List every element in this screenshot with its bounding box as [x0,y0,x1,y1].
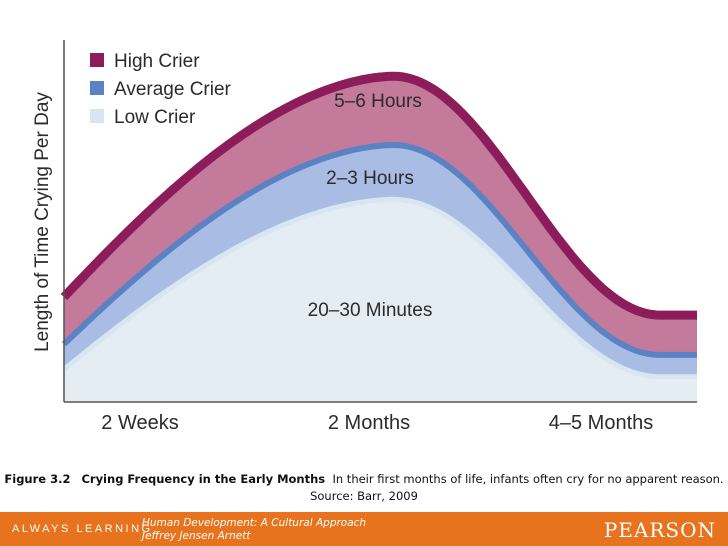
edge-high-crier [60,71,697,320]
book-title: Human Development: A Cultural Approach [142,517,367,529]
legend-swatch-high-crier [90,53,104,67]
legend-swatch-low-crier [90,109,104,123]
caption-title: Crying Frequency in the Early Months [81,472,326,486]
book-credit: Human Development: A Cultural Approach J… [142,517,366,543]
x-tick-label: 4–5 Months [549,412,654,434]
band-low-crier [64,199,697,402]
annotation-2: 2–3 Hours [326,168,414,189]
legend-label-average-crier: Average Crier [114,79,232,100]
annotation-3: 20–30 Minutes [308,300,433,321]
always-learning-tagline: ALWAYS LEARNING [12,523,153,535]
y-axis-label: Length of Time Crying Per Day [32,92,53,352]
pearson-logo: PEARSON [603,518,716,542]
x-tick-label: 2 Weeks [101,412,178,434]
edge-low-crier [62,196,697,380]
legend-label-high-crier: High Crier [114,51,200,72]
book-author: Jeffrey Jensen Arnett [142,530,251,542]
legend-swatch-average-crier [90,81,104,95]
caption-label: Figure 3.2 [4,472,71,486]
crying-chart: High Crier Average Crier Low Crier 5–6 Hou… [32,40,697,434]
caption-text: In their first months of life, infants o… [310,472,724,503]
x-tick-label: 2 Months [328,412,410,434]
legend-label-low-crier: Low Crier [114,107,196,128]
edge-average-crier [61,141,697,358]
footer-bar: ALWAYS LEARNING Human Development: A Cul… [0,512,728,546]
figure-caption: Figure 3.2 Crying Frequency in the Early… [0,471,728,505]
annotation-1: 5–6 Hours [334,91,422,112]
